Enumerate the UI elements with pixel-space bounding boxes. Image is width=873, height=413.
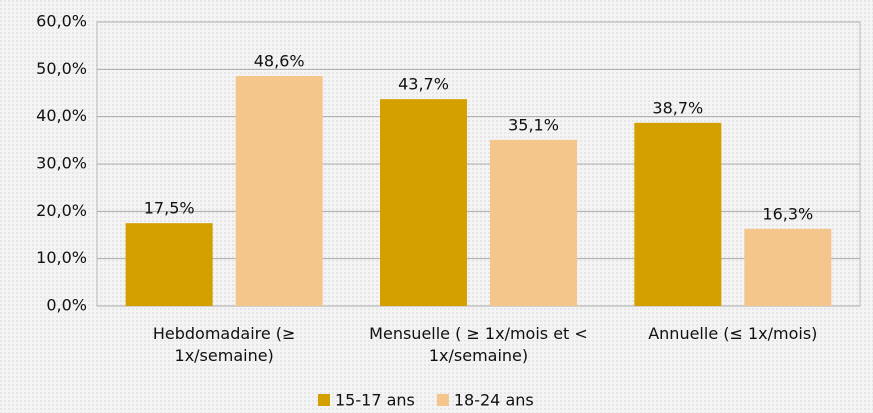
bar [634,122,722,306]
x-tick-label: Annuelle (≤ 1x/mois) [648,324,818,343]
y-tick-label: 0,0% [46,296,87,315]
value-label: 16,3% [762,204,813,223]
y-tick-label: 60,0% [36,12,87,31]
value-label: 17,5% [144,199,195,218]
value-label: 38,7% [652,98,703,117]
bar [490,139,577,306]
y-tick-label: 40,0% [36,106,87,125]
value-label: 43,7% [398,75,449,94]
x-tick-label: Hebdomadaire (≥ 1x/semaine) [152,324,296,365]
bar [125,223,213,306]
legend-swatch [436,394,449,406]
y-tick-label: 30,0% [36,154,87,173]
y-tick-label: 10,0% [36,248,87,267]
bar [744,228,832,306]
legend-label: 15-17 ans [335,391,415,410]
legend-swatch [318,394,330,406]
y-tick-label: 20,0% [36,201,87,220]
y-tick-label: 50,0% [36,59,87,78]
legend-label: 18-24 ans [454,391,534,410]
value-label: 48,6% [254,51,305,70]
x-tick-label: Mensuelle ( ≥ 1x/mois et < 1x/semaine) [369,324,588,365]
bar [380,99,467,306]
value-label: 35,1% [508,115,559,134]
bar [235,75,323,307]
